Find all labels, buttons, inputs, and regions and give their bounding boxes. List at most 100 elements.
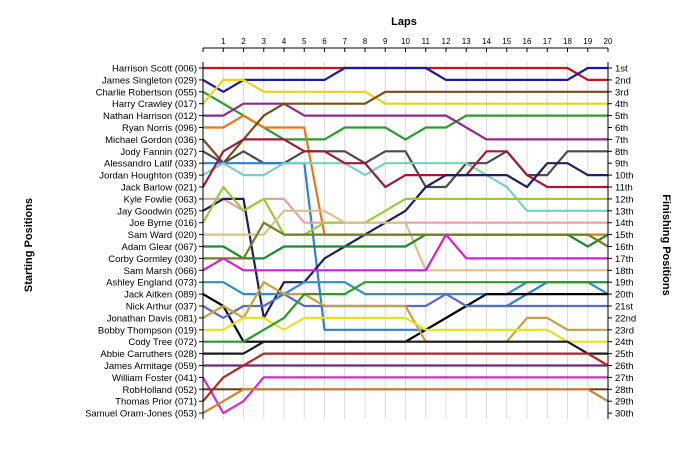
finish-position-label: 4th (615, 99, 628, 110)
driver-line-3 (202, 90, 608, 141)
driver-line-29 (202, 352, 609, 402)
start-position-label: Jonathan Davis (081) (107, 313, 197, 324)
finish-position-label: 27th (615, 373, 634, 384)
driver-line-9 (203, 162, 608, 331)
start-position-label: James Armitage (059) (104, 361, 197, 372)
labels: 1 2 3 4 5 6 7 8 9 10 11 12 13 14 15 16 17 18 19 20Harrison … (85, 37, 636, 420)
start-position-label: Harry Crawley (017) (112, 99, 197, 110)
start-position-label: James Singleton (029) (102, 75, 197, 86)
start-position-label: Jody Fannin (027) (120, 147, 197, 158)
start-position-label: Jordan Houghton (039) (99, 171, 197, 182)
start-position-label: Jack Aitken (089) (124, 290, 197, 301)
finish-position-label: 22nd (615, 313, 636, 324)
finish-position-label: 14th (615, 218, 634, 229)
driver-line-13 (202, 162, 608, 319)
start-position-label: Abbie Carruthers (028) (100, 349, 197, 360)
grid (222, 62, 609, 420)
finish-position-label: 19th (615, 278, 634, 289)
start-position-label: Ryan Norris (096) (122, 123, 197, 134)
finish-position-label: 7th (615, 135, 628, 146)
start-position-label: William Foster (041) (112, 373, 197, 384)
finish-position-label: 23rd (615, 325, 634, 336)
driver-line-11 (202, 138, 608, 189)
finish-position-label: 3rd (615, 87, 629, 98)
start-position-label: Adam Glear (067) (121, 242, 197, 253)
start-position-label: Kyle Fowlie (063) (124, 194, 197, 205)
series-lines (202, 66, 609, 415)
finish-position-label: 6th (615, 123, 628, 134)
start-position-label: Bobby Thompson (019) (98, 325, 197, 336)
start-position-label: Corby Gormley (030) (108, 254, 197, 265)
y-axis-right-title: Finishing Positions (660, 194, 672, 295)
driver-line-14 (202, 185, 608, 236)
driver-line-18 (202, 233, 608, 272)
lap-tick-label: 17 (543, 37, 552, 46)
start-position-label: Alessandro Latif (033) (104, 159, 197, 170)
driver-line-10 (202, 162, 608, 212)
start-position-label: Nick Arthur (037) (126, 302, 197, 313)
finish-position-label: 8th (615, 147, 628, 158)
driver-line-4 (202, 78, 608, 105)
lap-tick-label: 14 (482, 37, 491, 46)
finish-position-label: 5th (615, 111, 628, 122)
lap-tick-label: 15 (502, 37, 511, 46)
finish-position-label: 24th (615, 337, 634, 348)
finish-position-label: 21st (615, 302, 633, 313)
lap-tick-label: 6 (322, 37, 327, 46)
finish-position-label: 17th (615, 254, 634, 265)
driver-line-24 (203, 281, 608, 343)
finish-position-label: 13th (615, 206, 634, 217)
lap-tick-label: 20 (604, 37, 613, 46)
lap-tick-label: 12 (442, 37, 451, 46)
finish-position-label: 16th (615, 242, 634, 253)
finish-position-label: 9th (615, 159, 628, 170)
finish-position-label: 18th (615, 266, 634, 277)
driver-line-23 (203, 316, 608, 343)
start-position-label: Samuel Oram-Jones (053) (85, 409, 197, 420)
start-position-label: Sam Marsh (066) (124, 266, 197, 277)
finish-position-label: 25th (615, 349, 634, 360)
lap-tick-label: 18 (563, 37, 572, 46)
driver-line-17 (203, 221, 609, 260)
start-position-label: RobHolland (052) (123, 385, 197, 396)
lap-tick-label: 10 (401, 37, 410, 46)
finish-position-label: 2nd (615, 75, 631, 86)
finish-position-label: 10th (615, 171, 634, 182)
driver-line-25 (203, 340, 608, 355)
driver-line-7 (202, 90, 608, 165)
finish-position-label: 20th (615, 290, 634, 301)
lap-tick-label: 5 (302, 37, 307, 46)
finish-position-label: 28th (615, 385, 634, 396)
driver-line-5 (203, 102, 608, 141)
start-position-label: Joe Byrne (016) (129, 218, 197, 229)
start-position-label: Sam Ward (020) (128, 230, 197, 241)
finish-position-label: 1st (615, 64, 628, 75)
lap-tick-label: 2 (241, 37, 246, 46)
lap-tick-label: 16 (523, 37, 532, 46)
lap-tick-label: 19 (583, 37, 592, 46)
driver-line-27 (202, 376, 608, 415)
lap-tick-label: 11 (422, 37, 431, 46)
finish-position-label: 30th (615, 409, 634, 420)
x-axis-title: Laps (391, 16, 417, 28)
lap-tick-label: 7 (343, 37, 348, 46)
start-position-label: Michael Gordon (036) (105, 135, 197, 146)
finish-position-label: 11th (615, 183, 633, 194)
finish-position-label: 29th (615, 397, 634, 408)
start-position-label: Jay Goodwin (025) (117, 206, 197, 217)
start-position-label: Thomas Prior (071) (115, 397, 197, 408)
finish-position-label: 12th (615, 194, 634, 205)
start-position-label: Nathan Harrison (012) (103, 111, 197, 122)
start-position-label: Harrison Scott (006) (112, 64, 197, 75)
lap-tick-label: 4 (282, 37, 287, 46)
start-position-label: Charlie Robertson (055) (96, 87, 197, 98)
lap-tick-label: 1 (221, 37, 226, 46)
start-position-label: Jack Barlow (021) (121, 183, 197, 194)
lap-tick-label: 3 (262, 37, 267, 46)
start-position-label: Cody Tree (072) (128, 337, 197, 348)
lap-tick-label: 8 (363, 37, 368, 46)
driver-line-30 (202, 388, 609, 415)
lap-tick-label: 13 (462, 37, 471, 46)
lap-tick-label: 9 (383, 37, 388, 46)
